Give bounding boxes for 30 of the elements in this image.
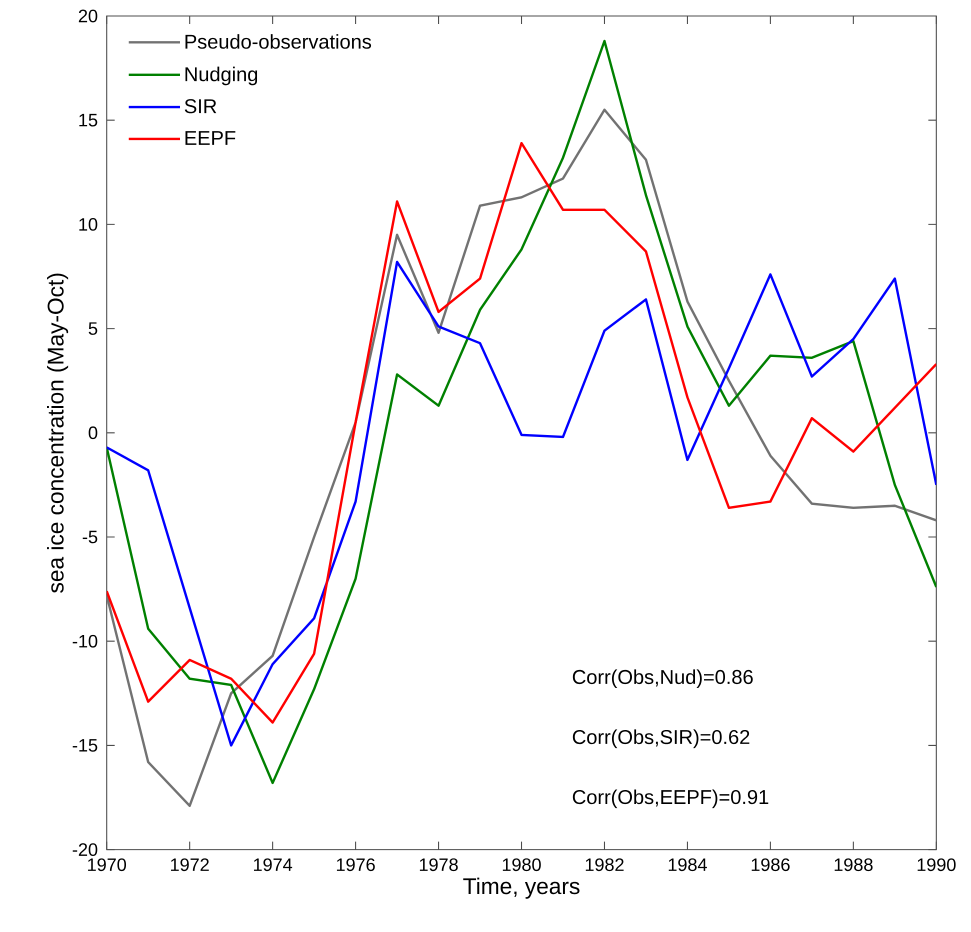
- x-tick-label: 1982: [586, 858, 624, 871]
- line-series: [106, 260, 936, 746]
- y-axis-title: sea ice concentration (May-Oct): [47, 273, 68, 593]
- legend-label: Pseudo-observations: [186, 34, 372, 49]
- annotation: Corr(Obs,SIR)=0.62: [572, 729, 750, 748]
- x-tick-label: 1990: [918, 858, 956, 871]
- x-tick-label: 1980: [502, 858, 541, 871]
- y-tick-label: 5: [88, 322, 98, 335]
- x-tick-label: 1970: [88, 858, 126, 871]
- x-axis-title: Time, years: [463, 877, 580, 899]
- annotation: Corr(Obs,Nud)=0.86: [572, 669, 753, 688]
- x-tick-label: 1974: [254, 858, 292, 871]
- x-tick-label: 1986: [752, 858, 790, 871]
- annotation: Corr(Obs,EEPF)=0.91: [572, 789, 768, 808]
- y-tick-label: 10: [79, 218, 98, 231]
- x-tick-label: 1972: [171, 858, 209, 871]
- y-tick-label: -15: [72, 738, 98, 752]
- y-tick-label: 15: [79, 114, 98, 126]
- x-tick-label: 1988: [834, 858, 873, 871]
- x-tick-label: 1978: [420, 858, 458, 871]
- x-tick-label: 1984: [668, 858, 707, 871]
- legend-label: EEPF: [186, 130, 236, 145]
- legend-label: Nudging: [186, 66, 258, 86]
- legend-label: SIR: [184, 98, 216, 114]
- y-tick-label: -20: [72, 843, 98, 856]
- y-tick-label: -5: [82, 530, 98, 544]
- y-tick-label: 0: [88, 426, 98, 440]
- y-tick-label: -10: [72, 634, 98, 648]
- y-tick-label: 20: [78, 9, 98, 22]
- x-tick-label: 1976: [336, 858, 375, 871]
